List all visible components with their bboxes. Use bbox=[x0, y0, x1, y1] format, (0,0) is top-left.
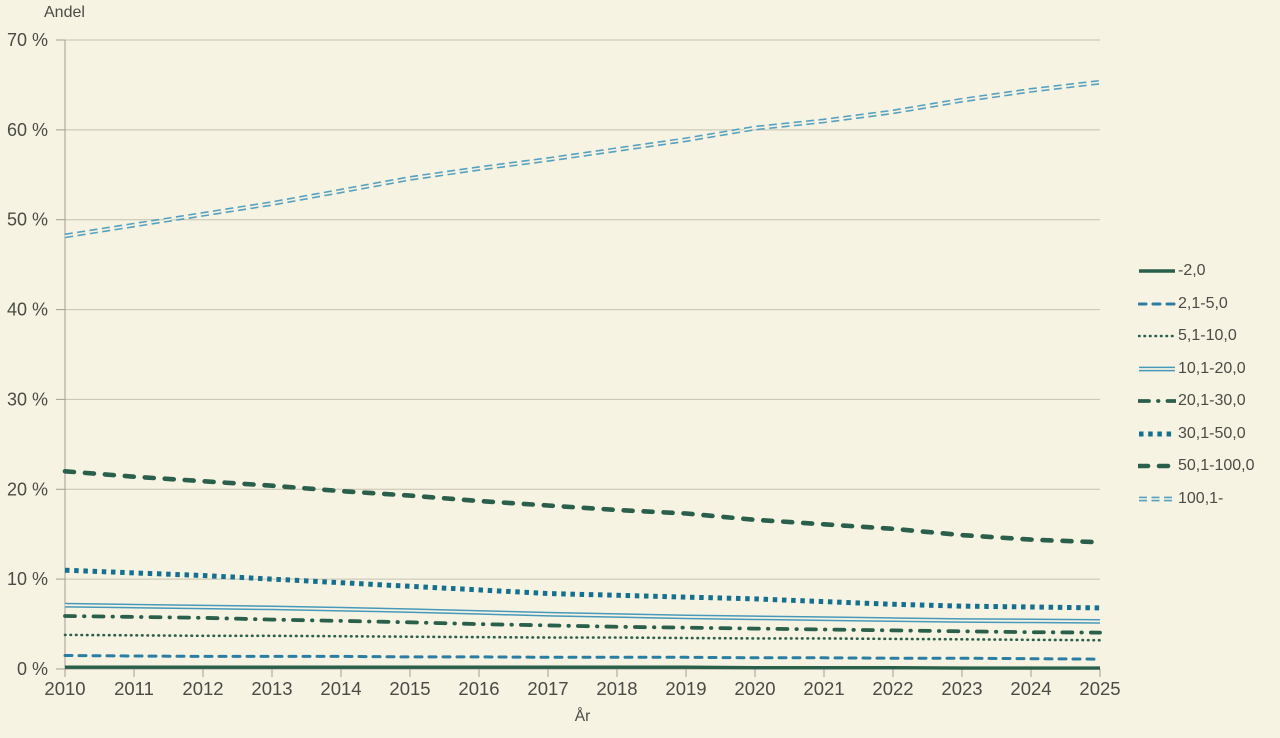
x-tick-label: 2023 bbox=[941, 678, 982, 699]
x-tick-label: 2013 bbox=[251, 678, 292, 699]
legend-swatch-line-icon bbox=[1139, 366, 1175, 371]
legend-swatch-line-icon bbox=[1138, 302, 1176, 305]
y-tick-label: 0 % bbox=[17, 659, 48, 679]
legend-label: 5,1-10,0 bbox=[1178, 327, 1237, 344]
series-line-2 bbox=[63, 633, 1102, 642]
series-line-6 bbox=[62, 468, 1103, 545]
legend-item-1: 2,1-5,0 bbox=[1138, 294, 1278, 314]
x-tick-label: 2010 bbox=[44, 678, 85, 699]
legend-label: 10,1-20,0 bbox=[1178, 359, 1246, 377]
legend-swatch-line-icon bbox=[1139, 269, 1175, 273]
x-tick-label: 2011 bbox=[114, 678, 154, 699]
legend-label: 50,1-100,0 bbox=[1178, 457, 1255, 474]
x-tick-label: 2021 bbox=[803, 678, 844, 699]
x-tick-label: 2017 bbox=[527, 678, 568, 699]
legend-swatch-line-icon bbox=[1138, 334, 1176, 338]
legend-swatch-line-icon bbox=[1138, 399, 1176, 403]
legend-label: 2,1-5,0 bbox=[1178, 294, 1228, 312]
x-tick-label: 2019 bbox=[665, 678, 706, 699]
y-tick-label: 70 % bbox=[7, 30, 48, 50]
legend-item-0: -2,0 bbox=[1138, 261, 1278, 281]
series-line-4 bbox=[63, 614, 1102, 635]
x-tick-label: 2022 bbox=[872, 678, 913, 699]
x-tick-label: 2012 bbox=[182, 678, 223, 699]
legend-item-3: 10,1-20,0 bbox=[1138, 359, 1278, 379]
legend-swatch-line-icon bbox=[1139, 431, 1175, 436]
legend-item-4: 20,1-30,0 bbox=[1138, 391, 1278, 411]
x-tick-label: 2015 bbox=[389, 678, 430, 699]
y-tick-label: 50 % bbox=[7, 210, 48, 230]
legend-label: 20,1-30,0 bbox=[1178, 392, 1246, 409]
legend-item-5: 30,1-50,0 bbox=[1138, 424, 1278, 444]
legend-swatch-line-icon bbox=[1139, 496, 1175, 501]
x-tick-label: 2016 bbox=[458, 678, 499, 699]
series-line-7 bbox=[64, 79, 1101, 239]
y-tick-label: 40 % bbox=[7, 300, 48, 320]
x-tick-label: 2024 bbox=[1010, 678, 1051, 699]
y-tick-label: 30 % bbox=[7, 389, 48, 409]
y-axis-title: Andel bbox=[44, 4, 85, 21]
legend-item-2: 5,1-10,0 bbox=[1138, 326, 1278, 346]
x-axis-title: År bbox=[574, 708, 591, 725]
legend-label: 30,1-50,0 bbox=[1178, 424, 1246, 442]
x-tick-label: 2020 bbox=[734, 678, 775, 699]
legend: -2,0 2,1-5,0 5,1-10,0 10,1-20,0 20,1-30,0 30,… bbox=[1138, 261, 1278, 509]
legend-label: 100,1- bbox=[1178, 489, 1224, 507]
y-tick-label: 10 % bbox=[7, 569, 48, 589]
legend-swatch-line-icon bbox=[1138, 463, 1176, 469]
series-line-5 bbox=[64, 567, 1101, 611]
x-tick-label: 2014 bbox=[320, 678, 361, 699]
series-line-0 bbox=[65, 665, 1100, 670]
y-tick-label: 20 % bbox=[7, 479, 48, 499]
series-line-1 bbox=[63, 654, 1102, 661]
legend-item-6: 50,1-100,0 bbox=[1138, 456, 1278, 476]
legend-label: -2,0 bbox=[1178, 262, 1206, 279]
y-tick-label: 60 % bbox=[7, 120, 48, 140]
x-tick-label: 2018 bbox=[596, 678, 637, 699]
series-line-3-inner bbox=[64, 604, 1101, 623]
legend-item-7: 100,1- bbox=[1138, 489, 1278, 509]
x-tick-label: 2025 bbox=[1079, 678, 1120, 699]
